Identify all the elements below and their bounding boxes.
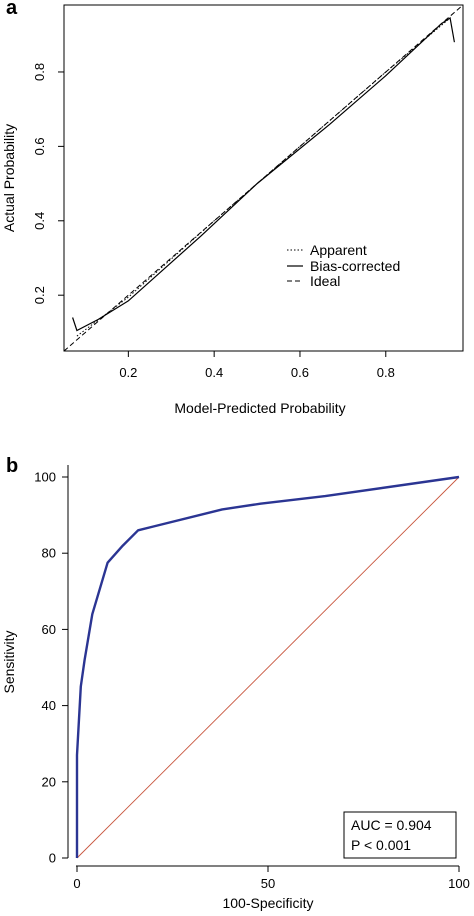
x-tick-label-a: 0.8 (377, 365, 395, 380)
x-tick-label-b: 100 (448, 876, 470, 891)
series-line-apparent (76, 17, 451, 337)
x-tick-label-a: 0.2 (119, 365, 137, 380)
x-tick-label-a: 0.6 (291, 365, 309, 380)
plot-frame-a (63, 4, 464, 352)
y-tick-label-b: 100 (34, 470, 56, 485)
y-tick-label-b: 0 (49, 851, 56, 866)
x-tick-label-a: 0.4 (205, 365, 223, 380)
x-tick-label-b: 0 (73, 876, 80, 891)
y-tick-label-b: 60 (42, 622, 56, 637)
legend-label-ideal: Ideal (310, 273, 340, 289)
legend-label-bias-corrected: Bias-corrected (310, 258, 400, 274)
legend-label-apparent: Apparent (310, 242, 367, 258)
y-tick-label-a: 0.2 (32, 286, 47, 304)
roc-curve (75, 475, 460, 858)
auc-annotation-box: AUC = 0.904 P < 0.001 (343, 811, 457, 859)
y-tick-label-a: 0.6 (32, 137, 47, 155)
roc-plot: b 0 50 100 0 20 40 60 80 100 100-Specificity Se… (1, 455, 470, 911)
series-line-bias-corrected (72, 17, 455, 332)
y-tick-label-a: 0.4 (32, 212, 47, 230)
y-ticks-a: 0.2 0.4 0.6 0.8 (32, 63, 64, 304)
x-tick-label-b: 50 (261, 876, 275, 891)
series-a (63, 4, 464, 352)
y-tick-label-a: 0.8 (32, 63, 47, 81)
calibration-plot: a 0.2 0.4 0.6 0.8 0.2 0.4 0.6 0.8 Model-Predic… (1, 0, 464, 416)
panel-label-a: a (6, 0, 18, 19)
y-tick-label-b: 80 (42, 546, 56, 561)
y-axis-label-a: Actual Probability (1, 124, 17, 232)
legend-a: Apparent Bias-corrected Ideal (287, 242, 400, 289)
series-line-ideal (63, 4, 464, 352)
x-axis-label-b: 100-Specificity (222, 895, 313, 911)
reference-diagonal-line (76, 476, 460, 859)
annotation-frame (343, 811, 457, 859)
series-b (75, 475, 460, 859)
y-ticks-b: 0 20 40 60 80 100 (34, 470, 68, 866)
y-tick-label-b: 20 (42, 774, 56, 789)
x-ticks-a: 0.2 0.4 0.6 0.8 (119, 351, 395, 380)
panel-label-b: b (6, 455, 18, 477)
x-ticks-b: 0 50 100 (73, 866, 470, 891)
p-value-text: P < 0.001 (351, 837, 411, 853)
y-tick-label-b: 40 (42, 698, 56, 713)
x-axis-label-a: Model-Predicted Probability (174, 400, 345, 416)
y-axis-label-b: Sensitivity (1, 630, 17, 693)
auc-value-text: AUC = 0.904 (351, 817, 432, 833)
